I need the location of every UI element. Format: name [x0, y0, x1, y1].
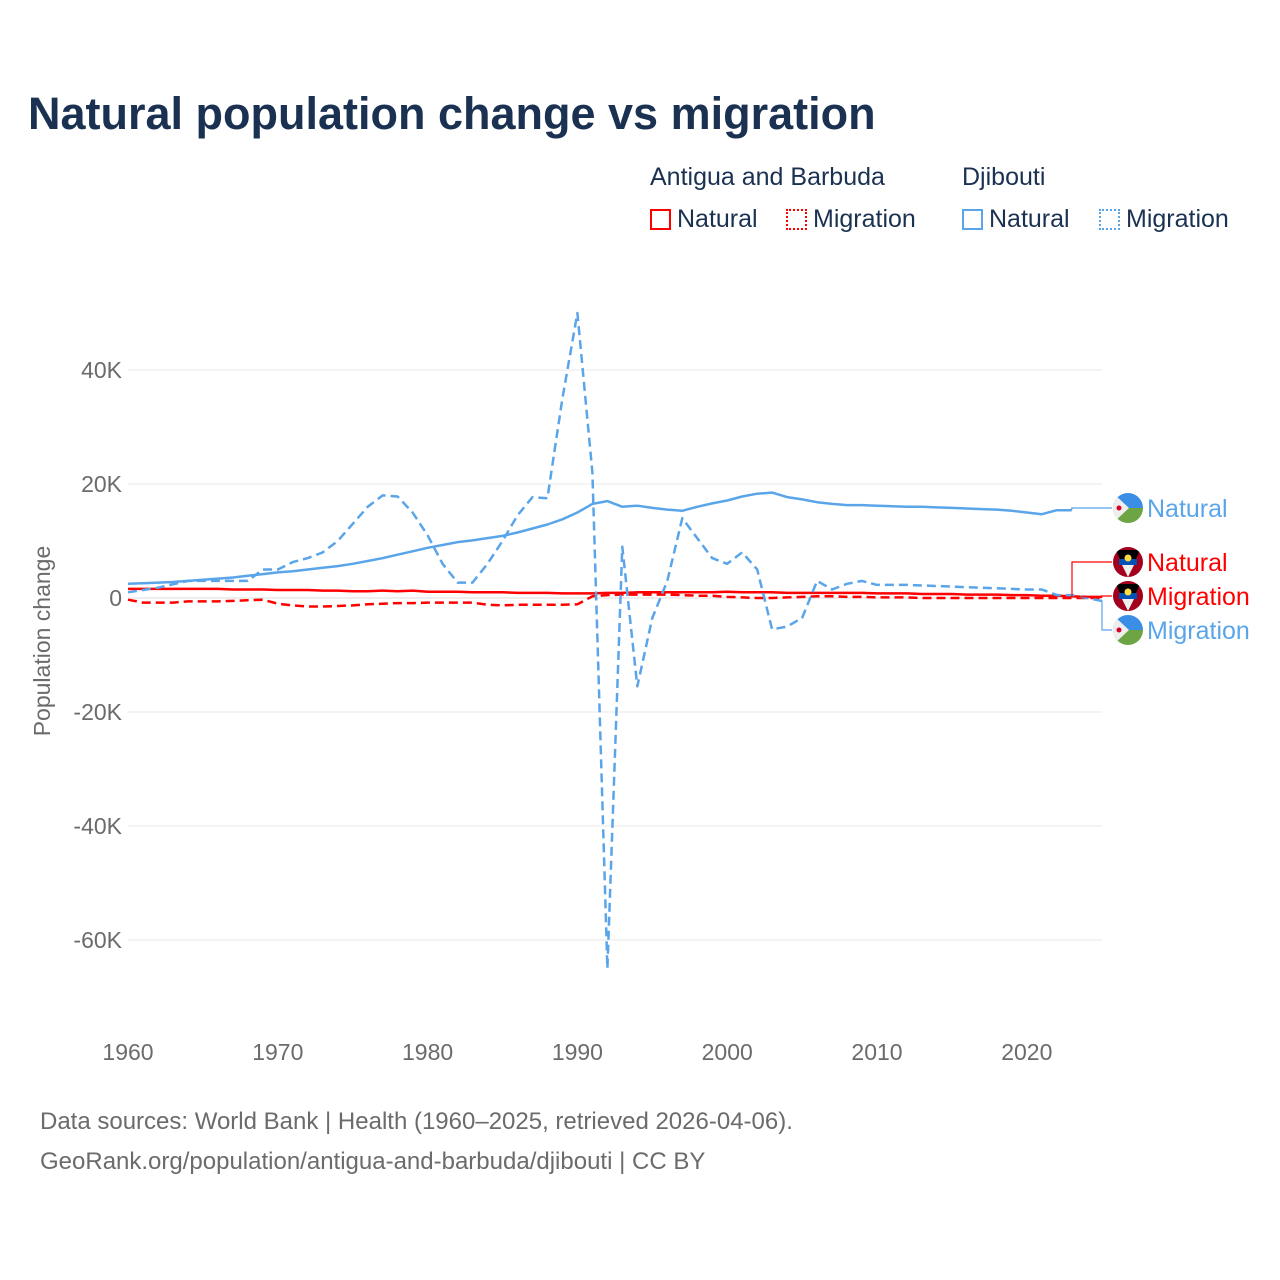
x-tick-label: 2000 — [702, 1039, 753, 1065]
series-line-antigua-and-barbuda-natural — [128, 587, 1102, 599]
flag-star — [1116, 505, 1122, 511]
series-line-djibouti-migration — [127, 311, 1102, 970]
series-line-djibouti-natural — [127, 491, 1072, 586]
legend-swatch-dotted — [786, 209, 807, 230]
series-end-label: Migration — [1147, 617, 1250, 645]
y-tick-label: 20K — [81, 471, 123, 497]
legend-label: Migration — [1126, 205, 1229, 233]
antigua-flag-icon — [1113, 581, 1143, 611]
label-connector — [1071, 561, 1112, 598]
legend-swatch-solid — [650, 209, 671, 230]
y-tick-label: 40K — [81, 357, 123, 383]
label-connector — [1101, 600, 1112, 631]
flag-star — [1116, 627, 1122, 633]
series-end-label: Migration — [1147, 583, 1250, 611]
source-line-1: Data sources: World Bank | Health (1960–… — [40, 1108, 793, 1135]
y-tick-label: 0 — [109, 585, 122, 611]
legend-label: Natural — [677, 205, 758, 233]
legend-swatch-solid — [962, 209, 983, 230]
legend-label: Natural — [989, 205, 1070, 233]
legend-swatch-dotted — [1099, 209, 1120, 230]
series-end-label: Natural — [1147, 549, 1228, 577]
chart-title: Natural population change vs migration — [28, 88, 876, 139]
x-tick-label: 2020 — [1001, 1039, 1052, 1065]
flag-white — [1122, 599, 1134, 611]
x-tick-label: 1970 — [252, 1039, 303, 1065]
flag-sun — [1124, 588, 1132, 596]
antigua-flag-icon — [1113, 547, 1143, 577]
y-tick-label: -60K — [73, 927, 122, 953]
series-end-label: Natural — [1147, 495, 1228, 523]
y-axis-label: Population change — [29, 546, 55, 737]
flag-white — [1122, 565, 1134, 577]
legend-group-djibouti: Djibouti — [962, 163, 1046, 191]
flag-band — [1119, 593, 1137, 599]
source-line-2[interactable]: GeoRank.org/population/antigua-and-barbu… — [40, 1148, 706, 1175]
label-connector — [1071, 507, 1112, 511]
djibouti-flag-icon — [1113, 493, 1143, 523]
x-tick-label: 2010 — [851, 1039, 902, 1065]
x-tick-label: 1990 — [552, 1039, 603, 1065]
flag-band — [1119, 559, 1137, 565]
label-connector — [1101, 595, 1112, 598]
x-tick-label: 1960 — [102, 1039, 153, 1065]
series-line-antigua-and-barbuda-migration — [127, 593, 1102, 608]
legend-group-antigua: Antigua and Barbuda — [650, 163, 885, 191]
flag-body — [1113, 581, 1143, 611]
y-tick-label: -40K — [73, 813, 122, 839]
x-tick-label: 1980 — [402, 1039, 453, 1065]
djibouti-flag-icon — [1113, 615, 1143, 645]
flag-body — [1113, 547, 1143, 577]
flag-body — [1113, 615, 1143, 645]
flag-sun — [1124, 554, 1132, 562]
legend-item-djibouti-migration[interactable]: Migration — [1099, 205, 1229, 234]
legend-item-antigua-natural[interactable]: Natural — [650, 205, 758, 234]
y-tick-label: -20K — [73, 699, 122, 725]
legend-label: Migration — [813, 205, 916, 233]
legend-item-djibouti-natural[interactable]: Natural — [962, 205, 1070, 234]
flag-body — [1113, 493, 1143, 523]
legend-item-antigua-migration[interactable]: Migration — [786, 205, 916, 234]
